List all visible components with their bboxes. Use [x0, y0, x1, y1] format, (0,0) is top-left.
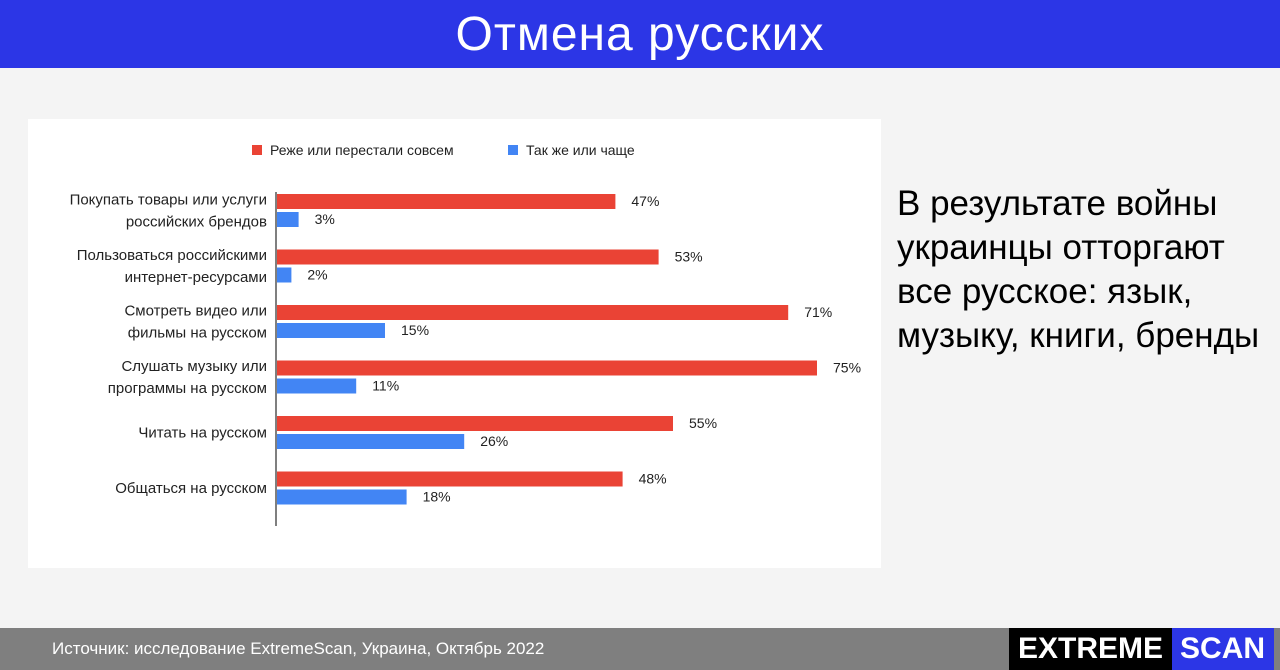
data-label-less-6: 48% — [639, 471, 667, 487]
page-title: Отмена русских — [455, 7, 825, 61]
data-label-less-5: 55% — [689, 415, 717, 431]
category-label-2-line-1: Пользоваться российскими — [77, 247, 267, 264]
bar-same-4 — [277, 378, 357, 394]
category-label-5-line-1: Читать на русском — [138, 425, 267, 442]
bar-less-1 — [277, 194, 616, 209]
bar-less-3 — [277, 305, 789, 320]
category-label-3-line-1: Смотреть видео или — [124, 303, 267, 320]
bar-same-6 — [277, 489, 407, 505]
legend-label-1: Реже или перестали совсем — [270, 142, 454, 158]
data-label-same-1: 3% — [315, 211, 335, 227]
category-label-6-line-1: Общаться на русском — [115, 480, 267, 497]
legend-swatch-1 — [252, 145, 262, 155]
data-label-same-5: 26% — [480, 433, 508, 449]
category-label-4-line-1: Слушать музыку или — [121, 358, 267, 375]
category-label-2-line-2: интернет-ресурсами — [125, 269, 267, 286]
bar-same-3 — [277, 323, 385, 338]
page-header: Отмена русских — [0, 0, 1280, 68]
data-label-same-3: 15% — [401, 322, 429, 338]
bar-less-5 — [277, 416, 673, 431]
data-label-less-3: 71% — [804, 304, 832, 320]
summary-text: В результате войны украинцы отторгают вс… — [897, 184, 1260, 355]
bar-less-4 — [277, 360, 817, 376]
category-label-3-line-2: фильмы на русском — [128, 325, 267, 342]
bar-less-6 — [277, 471, 623, 487]
data-label-same-6: 18% — [423, 489, 451, 505]
logo-part-extreme: EXTREME — [1009, 628, 1173, 670]
bar-chart: Реже или перестали совсем Так же или чаще… — [70, 142, 861, 526]
category-label-1-line-2: российских брендов — [126, 214, 267, 231]
bar-same-5 — [277, 434, 465, 449]
extremescan-logo: EXTREME SCAN — [1009, 628, 1275, 670]
category-label-4-line-2: программы на русском — [108, 380, 267, 397]
logo-part-scan: SCAN — [1172, 628, 1275, 670]
data-label-same-2: 2% — [307, 267, 327, 283]
data-label-less-2: 53% — [675, 249, 703, 265]
bar-same-1 — [277, 212, 299, 227]
source-caption: Источник: исследование ExtremeScan, Укра… — [52, 639, 545, 658]
chart-card: Реже или перестали совсем Так же или чаще… — [28, 119, 881, 568]
bar-same-2 — [277, 267, 292, 283]
data-label-same-4: 11% — [372, 378, 399, 394]
legend-label-2: Так же или чаще — [526, 142, 635, 158]
legend-swatch-2 — [508, 145, 518, 155]
data-label-less-1: 47% — [631, 193, 659, 209]
category-label-1-line-1: Покупать товары или услуги — [70, 192, 267, 209]
data-label-less-4: 75% — [833, 360, 861, 376]
bar-less-2 — [277, 249, 659, 265]
